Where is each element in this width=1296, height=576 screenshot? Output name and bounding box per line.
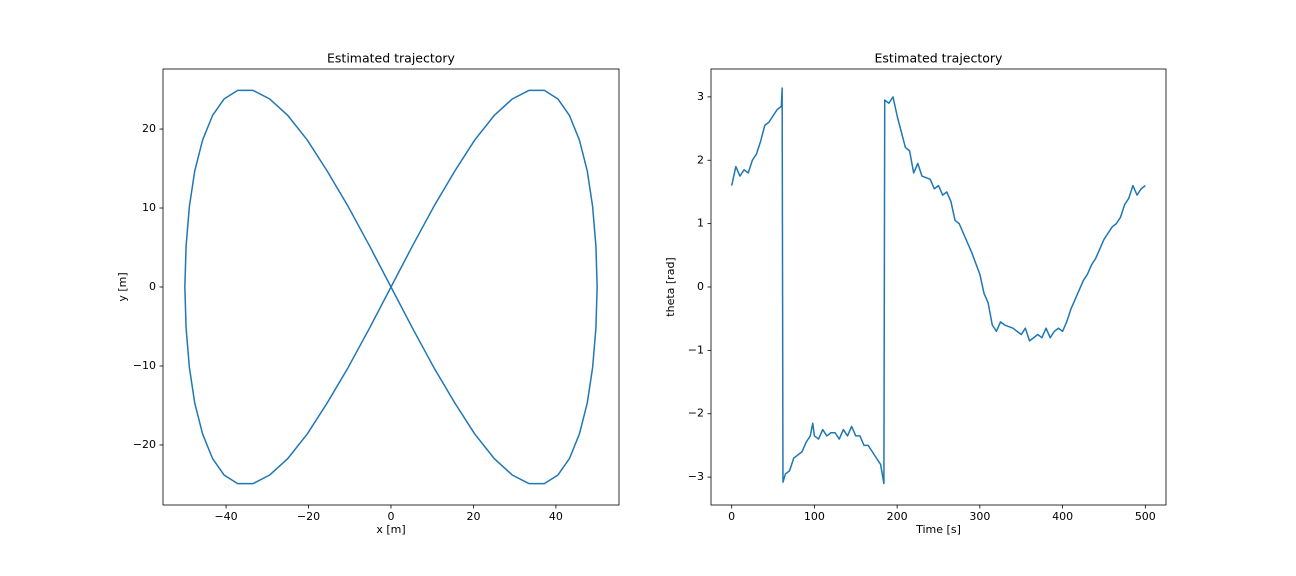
y-tick-label: 0 xyxy=(149,280,156,293)
x-tick-label: 400 xyxy=(1052,510,1073,523)
x-tick-label: 0 xyxy=(388,510,395,523)
y-tick-label: 10 xyxy=(142,201,156,214)
x-tick-label: 0 xyxy=(728,510,735,523)
x-tick-label: 200 xyxy=(887,510,908,523)
data-line xyxy=(730,87,1146,485)
chart-title: Estimated trajectory xyxy=(327,51,456,66)
x-tick-label: 20 xyxy=(466,510,480,523)
y-axis-label: theta [rad] xyxy=(664,257,677,316)
y-tick-label: 3 xyxy=(697,90,704,103)
y-tick-label: −10 xyxy=(133,359,156,372)
y-tick-label: −20 xyxy=(133,438,156,451)
x-tick-label: 500 xyxy=(1135,510,1156,523)
y-tick-label: 0 xyxy=(697,280,704,293)
x-axis-label: x [m] xyxy=(376,523,405,536)
y-tick-label: 20 xyxy=(142,122,156,135)
x-tick-label: −20 xyxy=(297,510,320,523)
x-tick-label: −40 xyxy=(214,510,237,523)
axes-frame xyxy=(710,68,1167,506)
y-axis-label: y [m] xyxy=(116,272,129,301)
axes-frame xyxy=(162,68,620,506)
x-tick-label: 300 xyxy=(969,510,990,523)
data-line xyxy=(184,89,598,485)
x-axis-label: Time [s] xyxy=(915,523,961,536)
x-tick-label: 40 xyxy=(549,510,563,523)
y-tick-label: 2 xyxy=(697,153,704,166)
y-tick-label: −2 xyxy=(688,407,704,420)
y-tick-label: 1 xyxy=(697,217,704,230)
x-tick-label: 100 xyxy=(804,510,825,523)
y-tick-label: −3 xyxy=(688,470,704,483)
y-tick-label: −1 xyxy=(688,343,704,356)
chart-title: Estimated trajectory xyxy=(875,51,1004,66)
